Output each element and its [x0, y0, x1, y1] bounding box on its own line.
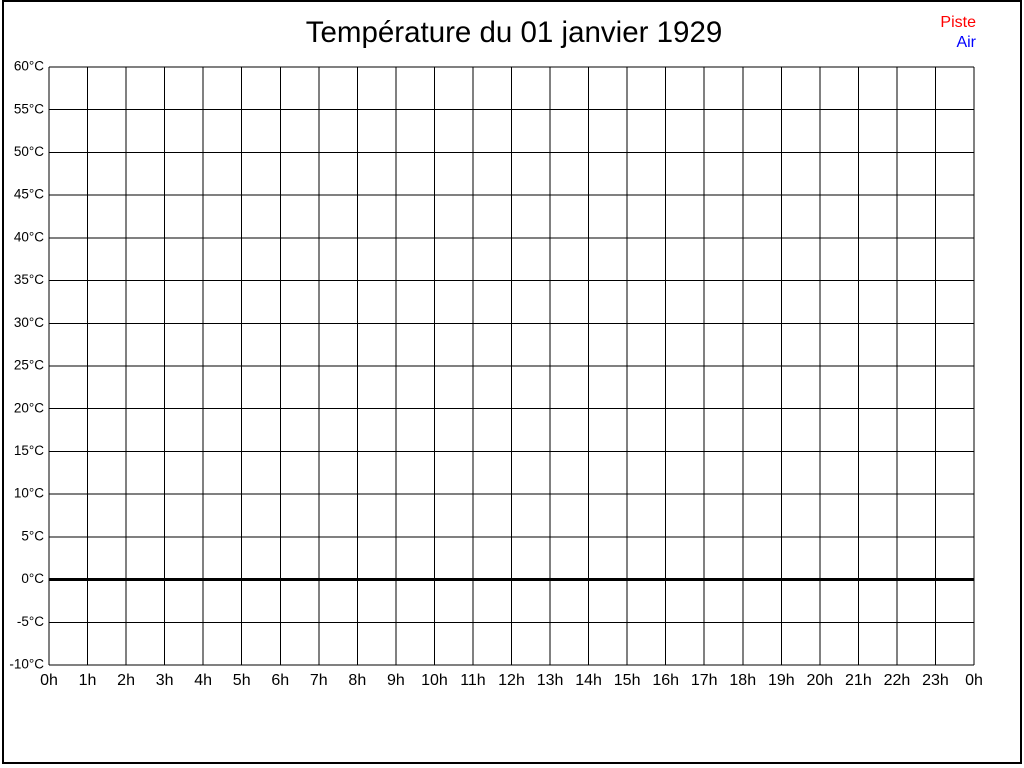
- svg-text:55°C: 55°C: [14, 101, 44, 116]
- svg-text:14h: 14h: [575, 672, 602, 689]
- svg-text:10h: 10h: [421, 672, 448, 689]
- svg-text:0°C: 0°C: [21, 571, 44, 586]
- svg-text:7h: 7h: [310, 672, 328, 689]
- svg-text:19h: 19h: [768, 672, 795, 689]
- svg-text:0h: 0h: [40, 672, 58, 689]
- svg-text:25°C: 25°C: [14, 358, 44, 373]
- svg-text:3h: 3h: [156, 672, 174, 689]
- svg-text:13h: 13h: [537, 672, 564, 689]
- svg-text:17h: 17h: [691, 672, 718, 689]
- svg-text:1h: 1h: [79, 672, 97, 689]
- svg-text:5°C: 5°C: [21, 528, 44, 543]
- svg-text:50°C: 50°C: [14, 144, 44, 159]
- svg-text:40°C: 40°C: [14, 229, 44, 244]
- svg-text:16h: 16h: [652, 672, 679, 689]
- svg-text:60°C: 60°C: [14, 59, 44, 74]
- svg-text:10°C: 10°C: [14, 486, 44, 501]
- svg-text:5h: 5h: [233, 672, 251, 689]
- svg-text:12h: 12h: [498, 672, 525, 689]
- svg-text:20°C: 20°C: [14, 400, 44, 415]
- svg-text:18h: 18h: [729, 672, 756, 689]
- svg-text:30°C: 30°C: [14, 315, 44, 330]
- svg-text:11h: 11h: [460, 672, 486, 689]
- svg-text:-5°C: -5°C: [17, 614, 44, 629]
- svg-text:15°C: 15°C: [14, 443, 44, 458]
- svg-text:9h: 9h: [387, 672, 405, 689]
- svg-text:0h: 0h: [965, 672, 983, 689]
- svg-text:23h: 23h: [922, 672, 949, 689]
- svg-text:-10°C: -10°C: [9, 657, 44, 672]
- svg-text:35°C: 35°C: [14, 272, 44, 287]
- svg-text:8h: 8h: [348, 672, 366, 689]
- svg-text:45°C: 45°C: [14, 187, 44, 202]
- svg-text:4h: 4h: [194, 672, 212, 689]
- svg-text:6h: 6h: [271, 672, 289, 689]
- svg-text:2h: 2h: [117, 672, 135, 689]
- svg-text:21h: 21h: [845, 672, 872, 689]
- svg-text:15h: 15h: [614, 672, 641, 689]
- svg-text:22h: 22h: [884, 672, 911, 689]
- svg-text:20h: 20h: [806, 672, 833, 689]
